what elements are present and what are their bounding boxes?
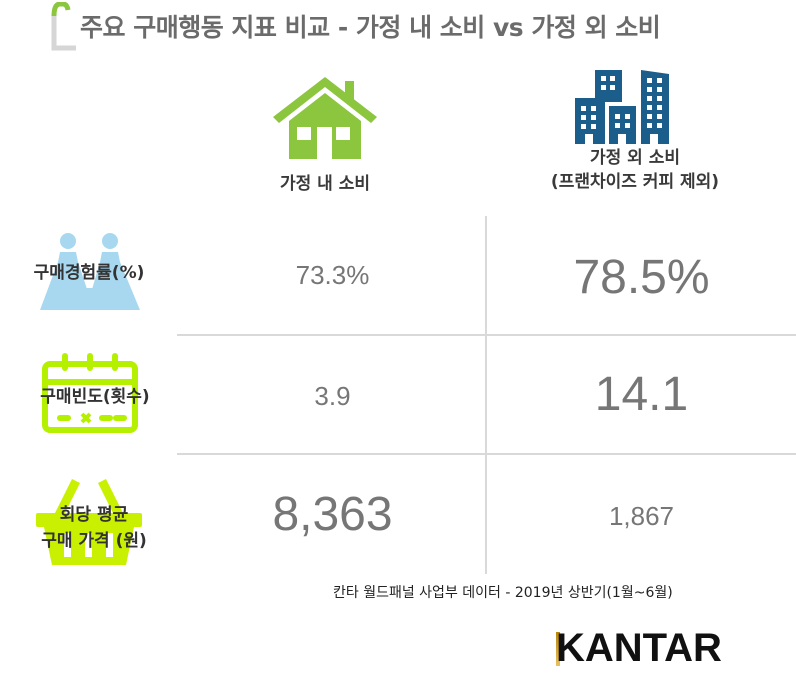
source-note: 칸타 월드패널 사업부 데이터 - 2019년 상반기(1월~6월): [333, 585, 673, 601]
column-label-out-home-line2: (프랜차이즈 커피 제외): [550, 172, 720, 192]
column-label-out-home-line1: 가정 외 소비: [589, 148, 681, 168]
logo-accent: [556, 632, 560, 666]
value-in-home-purchase-frequency: 3.9: [314, 380, 351, 411]
row-divider-1: [177, 334, 796, 336]
basket-icon: [36, 479, 142, 565]
people-icon: [40, 233, 140, 310]
title-bracket-icon: [51, 2, 76, 51]
value-in-home-average-price: 8,363: [272, 488, 393, 541]
row-label-average-price: 회당 평균 구매 가격 (원): [14, 502, 174, 554]
page-title: 주요 구매행동 지표 비교 - 가정 내 소비 vs 가정 외 소비: [80, 13, 661, 42]
value-in-home-purchase-rate: 73.3%: [295, 259, 370, 290]
row-divider-2: [177, 453, 796, 455]
calendar-icon: [42, 353, 138, 433]
column-divider: [485, 216, 487, 574]
buildings-icon: [575, 70, 669, 144]
value-out-home-average-price: 1,867: [608, 500, 675, 531]
house-icon: [273, 77, 377, 159]
row-label-average-price-line2: 구매 가격 (원): [41, 531, 147, 551]
kantar-logo: KANTAR: [556, 626, 722, 670]
row-label-average-price-line1: 회당 평균: [59, 505, 129, 525]
column-label-in-home: 가정 내 소비: [279, 174, 371, 194]
row-label-purchase-frequency: 구매빈도(횟수): [40, 387, 150, 407]
value-out-home-purchase-rate: 78.5%: [573, 251, 710, 304]
column-label-out-home: 가정 외 소비 (프랜차이즈 커피 제외): [520, 146, 750, 194]
value-out-home-purchase-frequency: 14.1: [594, 368, 689, 421]
row-label-purchase-rate: 구매경험률(%): [33, 263, 145, 283]
